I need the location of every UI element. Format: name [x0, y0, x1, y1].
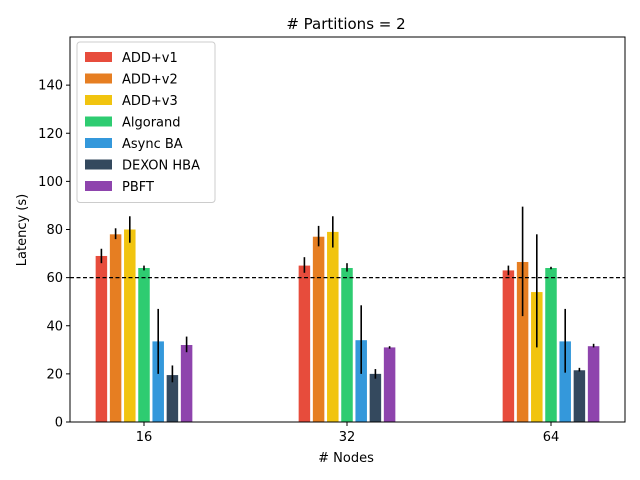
y-tick-label-20: 20	[46, 367, 63, 382]
bar-pbft-32	[383, 347, 396, 422]
bar-add-v2-16	[109, 234, 122, 422]
legend-swatch-add-v1	[85, 52, 112, 62]
bar-async-ba-64	[559, 341, 571, 422]
y-axis-label: Latency (s)	[15, 194, 30, 266]
bar-add-v3-32	[327, 231, 339, 422]
bar-algorand-16	[138, 268, 150, 422]
bar-add-v3-64	[531, 292, 543, 422]
legend-swatch-async-ba	[85, 138, 112, 148]
bar-add-v3-16	[124, 229, 136, 422]
bar-algorand-32	[341, 268, 353, 422]
legend-swatch-pbft	[85, 181, 112, 191]
legend-label-algorand: Algorand	[122, 116, 181, 131]
bar-async-ba-32	[355, 340, 367, 422]
x-axis-label: # Nodes	[318, 451, 374, 466]
legend-swatch-dexon-hba	[85, 159, 112, 170]
legend-label-async-ba: Async BA	[122, 137, 183, 152]
x-tick-label-32: 32	[339, 430, 356, 445]
bar-add-v1-64	[502, 270, 515, 422]
y-tick-label-80: 80	[46, 223, 63, 238]
legend-swatch-add-v2	[85, 73, 112, 84]
bar-pbft-16	[180, 345, 193, 422]
plot-area: 0 20 40 60 80 100 120 140 16 32 64 ADD+v1 ADD+v2 ADD+…	[38, 36, 626, 445]
chart-title: # Partitions = 2	[286, 15, 405, 33]
x-tick-label-16: 16	[136, 430, 153, 445]
bar-dexon-hba-32	[369, 373, 382, 422]
y-tick-label-140: 140	[38, 79, 63, 94]
bar-dexon-hba-64	[573, 370, 586, 422]
x-tick-label-64: 64	[543, 430, 560, 445]
legend-swatch-algorand	[85, 116, 112, 127]
legend-label-add-v1: ADD+v1	[122, 51, 178, 66]
legend-swatch-add-v3	[85, 95, 112, 105]
y-tick-label-0: 0	[55, 416, 63, 431]
bar-dexon-hba-16	[166, 375, 179, 422]
legend-label-pbft: PBFT	[122, 180, 154, 195]
bar-add-v1-32	[298, 265, 311, 422]
y-tick-label-100: 100	[38, 175, 63, 190]
bar-add-v2-32	[312, 236, 325, 422]
y-tick-label-40: 40	[46, 319, 63, 334]
legend-label-add-v2: ADD+v2	[122, 73, 178, 88]
y-tick-label-60: 60	[46, 271, 63, 286]
bar-async-ba-16	[152, 341, 164, 422]
legend-label-add-v3: ADD+v3	[122, 94, 178, 109]
bar-pbft-64	[587, 346, 600, 422]
y-tick-label-120: 120	[38, 127, 63, 142]
bar-add-v1-16	[95, 255, 108, 422]
legend-label-dexon-hba: DEXON HBA	[122, 159, 200, 174]
bar-add-v2-64	[516, 261, 529, 422]
bar-algorand-64	[545, 268, 557, 422]
